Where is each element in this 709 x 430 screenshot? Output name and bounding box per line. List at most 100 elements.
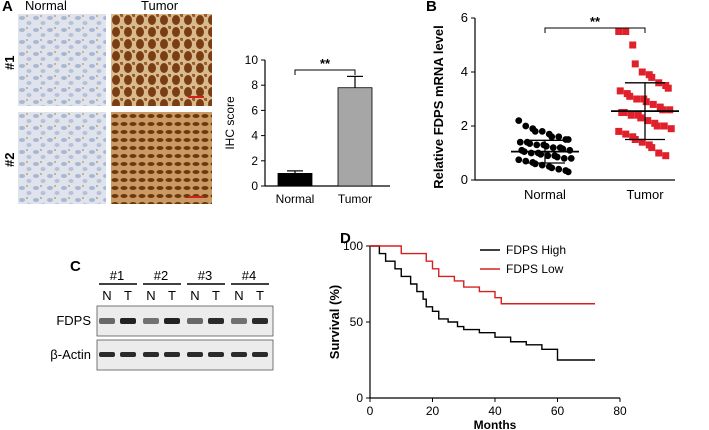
bar-tumor xyxy=(337,87,373,187)
bar-normal xyxy=(277,173,313,187)
point-normal xyxy=(544,152,552,160)
blot-band xyxy=(120,352,136,357)
ihc-image-normal-2 xyxy=(18,112,106,204)
point-normal xyxy=(537,150,545,158)
blot-band xyxy=(252,318,268,324)
point-tumor xyxy=(649,100,657,108)
ihc-bar-chart: 0 2 4 6 8 10 IHC score Normal Tumor ** xyxy=(223,53,390,206)
x-tick-label: 60 xyxy=(551,404,565,418)
scale-bar-1 xyxy=(188,96,204,98)
scale-bar-2 xyxy=(188,196,204,198)
y-tick-label: 6 xyxy=(461,10,468,25)
point-tumor xyxy=(642,98,650,106)
point-tumor xyxy=(615,28,623,35)
point-tumor xyxy=(653,122,661,130)
lane-letter: N xyxy=(234,288,243,303)
y-tick-label: 4 xyxy=(461,64,468,79)
point-normal xyxy=(538,127,546,135)
x-tick-label: Normal xyxy=(276,192,315,206)
x-tick-label: 20 xyxy=(426,404,440,418)
ihc-image-normal-1 xyxy=(18,14,106,106)
blot-label: FDPS xyxy=(56,313,91,328)
significance-label: ** xyxy=(320,56,331,71)
point-normal xyxy=(549,144,557,152)
point-normal xyxy=(531,160,539,168)
legend-label: FDPS High xyxy=(506,243,566,257)
lane-letter: T xyxy=(256,288,264,303)
point-normal xyxy=(548,164,556,172)
ihc-col-tumor-label: Tumor xyxy=(141,0,179,13)
point-tumor xyxy=(638,138,646,146)
point-tumor xyxy=(660,122,668,130)
point-normal xyxy=(515,156,523,164)
point-normal xyxy=(566,146,574,154)
x-tick-label: Normal xyxy=(524,187,566,202)
point-normal xyxy=(531,127,539,135)
blot-band xyxy=(164,352,180,357)
blot-band xyxy=(99,318,115,324)
panel-b-letter: B xyxy=(426,0,437,15)
blot-band xyxy=(187,352,203,357)
ihc-row-2-label: #2 xyxy=(2,152,17,167)
y-tick-label: 2 xyxy=(251,154,258,168)
point-tumor xyxy=(648,73,656,81)
legend-label: FDPS Low xyxy=(506,262,564,276)
y-tick-label: 0 xyxy=(356,391,363,405)
blot-band xyxy=(231,318,247,324)
point-tumor xyxy=(667,125,675,133)
point-tumor xyxy=(615,127,623,135)
ihc-image-tumor-2 xyxy=(111,112,212,204)
x-tick-label: 40 xyxy=(488,404,502,418)
point-tumor xyxy=(666,106,674,114)
y-axis-label: IHC score xyxy=(223,96,237,150)
blot-band xyxy=(143,318,159,324)
blot-band xyxy=(99,352,115,357)
point-tumor xyxy=(648,144,656,152)
point-tumor xyxy=(629,41,637,49)
significance-label: ** xyxy=(590,14,601,29)
point-tumor xyxy=(644,117,652,125)
point-tumor xyxy=(627,111,635,119)
x-tick-label: Tumor xyxy=(338,192,372,206)
blot-band xyxy=(208,352,224,357)
x-axis-label: Months xyxy=(474,418,517,430)
lane-group-label: #1 xyxy=(110,268,124,283)
lane-letter: N xyxy=(190,288,199,303)
point-normal xyxy=(548,133,556,141)
significance-bracket xyxy=(544,27,646,33)
y-axis-label: Relative FDPS mRNA level xyxy=(431,25,446,189)
point-normal xyxy=(522,122,530,130)
blot-band xyxy=(164,318,180,324)
survival-curve-fdps-high xyxy=(370,245,595,361)
point-normal xyxy=(560,155,568,162)
point-normal xyxy=(516,138,524,146)
point-tumor xyxy=(620,109,628,116)
point-normal xyxy=(567,155,575,162)
panel-c-letter: C xyxy=(70,258,81,275)
point-normal xyxy=(515,117,523,124)
ihc-col-normal-label: Normal xyxy=(25,0,67,13)
point-tumor xyxy=(659,106,667,114)
blot-band xyxy=(120,318,136,324)
y-tick-label: 2 xyxy=(461,118,468,133)
point-tumor xyxy=(631,60,639,68)
lane-letter: T xyxy=(124,288,132,303)
blot-band xyxy=(143,352,159,357)
y-tick-label: 0 xyxy=(251,179,258,193)
y-tick-label: 6 xyxy=(251,103,258,117)
y-tick-label: 4 xyxy=(251,129,258,143)
panel-d-letter: D xyxy=(340,230,351,247)
lane-letter: T xyxy=(168,288,176,303)
y-tick-label: 10 xyxy=(245,53,259,67)
point-normal xyxy=(555,133,563,141)
point-normal xyxy=(526,140,534,147)
mrna-scatter-chart: 0 2 4 6 Relative FDPS mRNA level Normal Tumor *… xyxy=(431,10,679,202)
point-tumor xyxy=(662,152,670,160)
point-normal xyxy=(527,149,535,157)
y-tick-label: 8 xyxy=(251,78,258,92)
lane-letter: N xyxy=(102,288,111,303)
point-tumor xyxy=(633,95,641,103)
survival-curve-fdps-low xyxy=(370,245,595,305)
lane-letter: N xyxy=(146,288,155,303)
